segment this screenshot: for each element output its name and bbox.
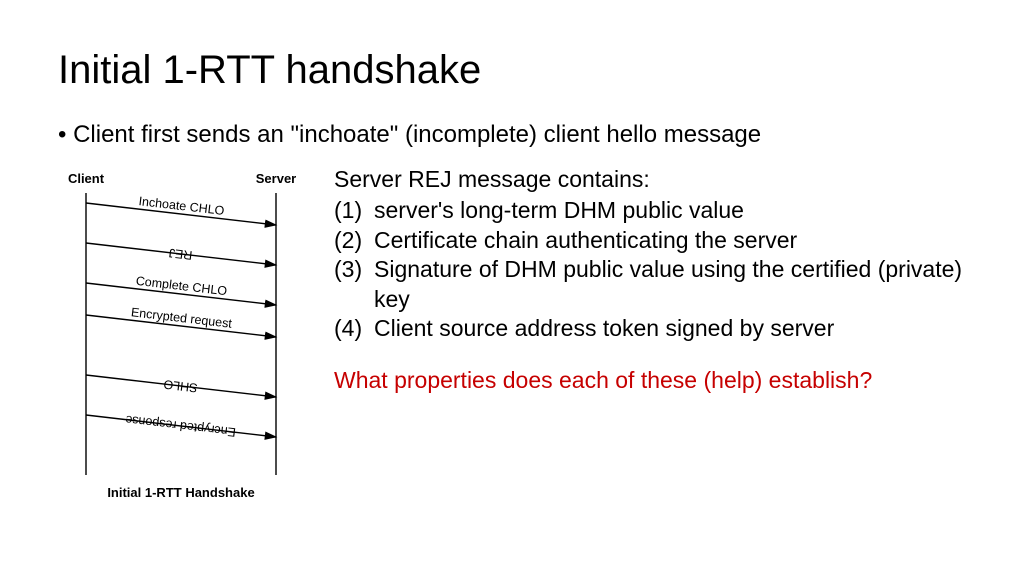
rej-item-text: Certificate chain authenticating the ser…	[374, 226, 966, 255]
rej-item: (1)server's long-term DHM public value	[334, 196, 966, 225]
client-label: Client	[68, 171, 105, 186]
rej-header: Server REJ message contains:	[334, 165, 966, 194]
rej-item-text: server's long-term DHM public value	[374, 196, 966, 225]
rej-item-num: (3)	[334, 255, 374, 314]
rej-item: (4)Client source address token signed by…	[334, 314, 966, 343]
rej-item-text: Signature of DHM public value using the …	[374, 255, 966, 314]
rej-item-num: (2)	[334, 226, 374, 255]
message-label: REJ	[168, 246, 193, 263]
message-label: Encrypted response	[124, 413, 236, 440]
rej-item-text: Client source address token signed by se…	[374, 314, 966, 343]
slide-title: Initial 1-RTT handshake	[58, 48, 966, 93]
slide-bullet: • Client first sends an "inchoate" (inco…	[58, 121, 966, 149]
rej-column: Server REJ message contains: (1)server's…	[334, 161, 966, 395]
body-row: ClientServerInchoate CHLOREJComplete CHL…	[58, 161, 966, 510]
rej-item: (3)Signature of DHM public value using t…	[334, 255, 966, 314]
diagram-caption: Initial 1-RTT Handshake	[107, 485, 254, 500]
handshake-diagram: ClientServerInchoate CHLOREJComplete CHL…	[52, 165, 312, 510]
message-label: Encrypted request	[130, 305, 233, 331]
rej-item: (2)Certificate chain authenticating the …	[334, 226, 966, 255]
server-label: Server	[256, 171, 296, 186]
rej-item-num: (4)	[334, 314, 374, 343]
rej-item-num: (1)	[334, 196, 374, 225]
message-label: SHLO	[163, 377, 199, 395]
rej-list: (1)server's long-term DHM public value(2…	[334, 196, 966, 343]
slide-question: What properties does each of these (help…	[334, 366, 966, 395]
